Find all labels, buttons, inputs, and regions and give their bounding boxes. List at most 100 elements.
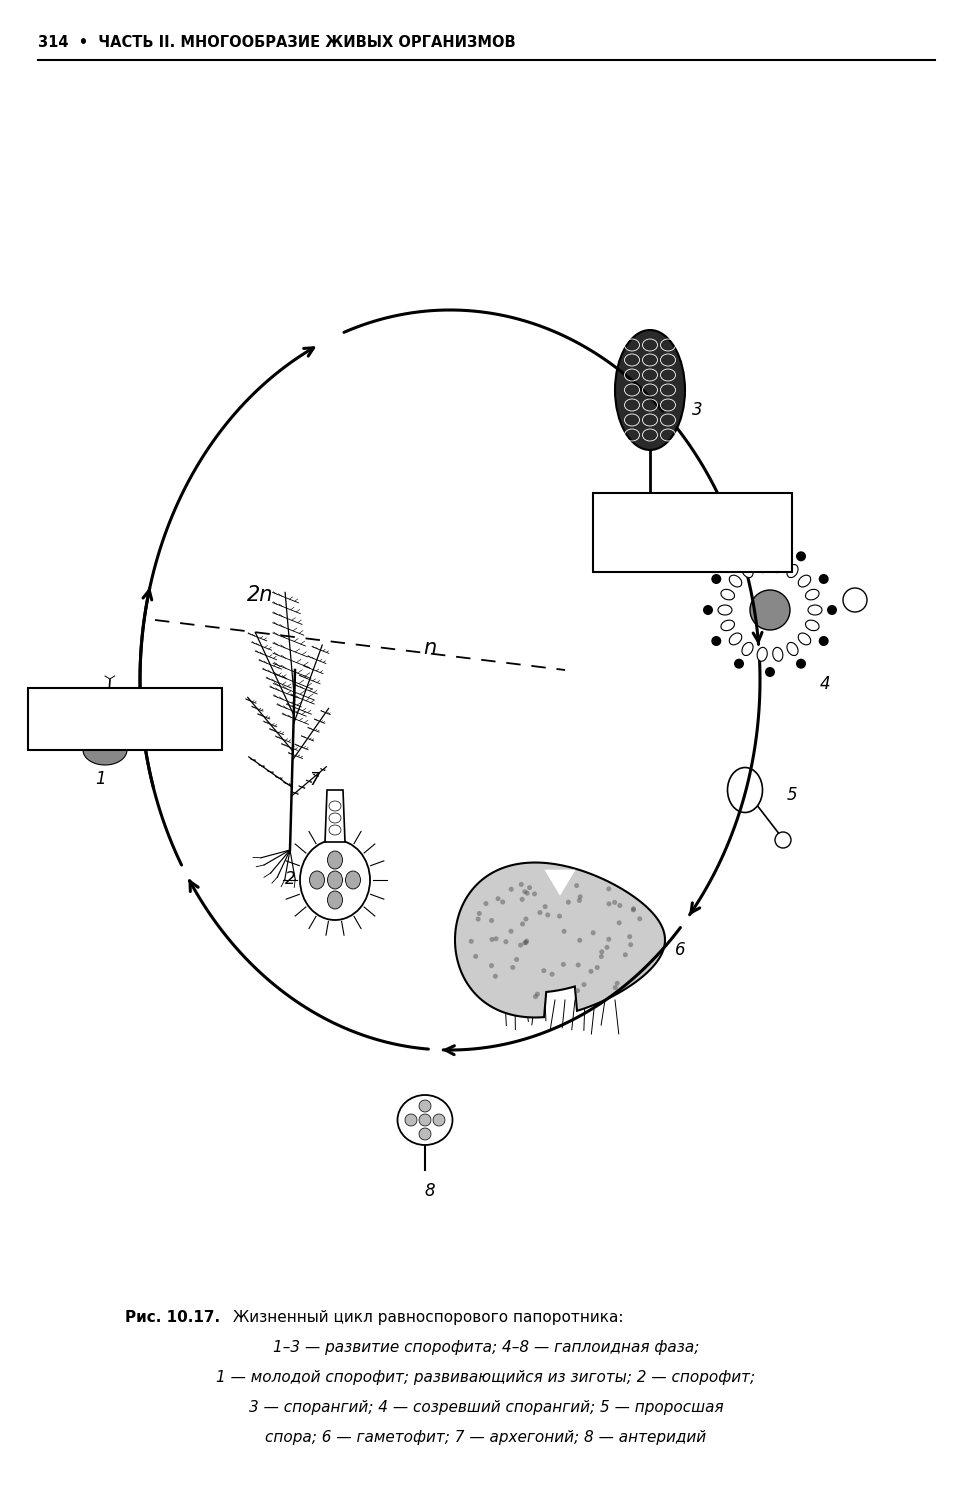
Circle shape — [495, 896, 500, 902]
Ellipse shape — [300, 840, 370, 920]
Ellipse shape — [721, 590, 735, 600]
Circle shape — [566, 900, 571, 904]
Circle shape — [599, 950, 604, 954]
Text: 8: 8 — [424, 1182, 435, 1200]
Circle shape — [510, 964, 516, 970]
Circle shape — [489, 918, 494, 922]
Text: 3 — спорангий; 4 — созревший спорангий; 5 — проросшая: 3 — спорангий; 4 — созревший спорангий; … — [249, 1400, 723, 1414]
Circle shape — [629, 942, 633, 946]
Ellipse shape — [329, 801, 341, 812]
Ellipse shape — [419, 1100, 431, 1112]
Text: 3: 3 — [692, 400, 703, 418]
Circle shape — [628, 934, 632, 939]
Circle shape — [765, 668, 775, 676]
Circle shape — [493, 936, 498, 940]
Circle shape — [582, 982, 587, 987]
Ellipse shape — [742, 564, 753, 578]
Ellipse shape — [773, 648, 783, 662]
Text: Жизненный цикл равноспорового папоротника:: Жизненный цикл равноспорового папоротник… — [228, 1310, 624, 1324]
Circle shape — [543, 904, 548, 909]
Circle shape — [537, 910, 543, 915]
Text: Редукционное
деление: Редукционное деление — [636, 514, 747, 549]
Circle shape — [637, 916, 642, 921]
Ellipse shape — [808, 604, 822, 615]
Ellipse shape — [806, 620, 819, 630]
Circle shape — [591, 930, 595, 936]
Circle shape — [523, 940, 527, 945]
Circle shape — [518, 942, 523, 948]
Polygon shape — [325, 790, 345, 842]
Circle shape — [775, 833, 791, 848]
Polygon shape — [545, 870, 575, 895]
Circle shape — [514, 957, 519, 962]
Ellipse shape — [419, 1128, 431, 1140]
Circle shape — [533, 994, 538, 999]
Circle shape — [575, 988, 580, 993]
Circle shape — [493, 974, 498, 980]
Circle shape — [545, 912, 551, 918]
Ellipse shape — [798, 633, 811, 645]
Text: Оплодотворение: Оплодотворение — [59, 712, 191, 728]
Circle shape — [532, 891, 537, 897]
Circle shape — [606, 886, 611, 891]
Circle shape — [523, 940, 528, 945]
Circle shape — [604, 945, 609, 950]
Circle shape — [560, 962, 566, 968]
Circle shape — [523, 916, 528, 921]
Circle shape — [527, 885, 532, 890]
Ellipse shape — [345, 871, 361, 889]
Ellipse shape — [328, 891, 342, 909]
Text: 6: 6 — [675, 940, 686, 958]
Polygon shape — [455, 862, 665, 1017]
Ellipse shape — [398, 1095, 452, 1144]
Circle shape — [473, 954, 478, 958]
Ellipse shape — [329, 813, 341, 824]
Ellipse shape — [787, 564, 798, 578]
Circle shape — [476, 916, 481, 921]
Ellipse shape — [730, 633, 741, 645]
Circle shape — [577, 938, 582, 944]
Ellipse shape — [721, 620, 735, 630]
Text: 2n: 2n — [247, 585, 273, 604]
Ellipse shape — [405, 1114, 417, 1126]
Circle shape — [796, 658, 806, 669]
FancyBboxPatch shape — [593, 494, 792, 572]
Circle shape — [750, 590, 790, 630]
Circle shape — [520, 897, 524, 902]
Ellipse shape — [757, 648, 768, 662]
Circle shape — [524, 939, 529, 944]
Ellipse shape — [728, 768, 763, 813]
Circle shape — [574, 884, 579, 888]
Circle shape — [765, 543, 775, 554]
Text: Рис. 10.17.: Рис. 10.17. — [125, 1310, 220, 1324]
Ellipse shape — [433, 1114, 445, 1126]
Circle shape — [818, 574, 829, 584]
Circle shape — [509, 928, 514, 934]
Circle shape — [561, 928, 566, 934]
Ellipse shape — [328, 871, 342, 889]
Text: 1: 1 — [94, 770, 105, 788]
Circle shape — [469, 939, 474, 944]
Ellipse shape — [757, 558, 768, 573]
Circle shape — [521, 921, 525, 927]
Circle shape — [541, 968, 547, 974]
Circle shape — [589, 969, 594, 974]
Circle shape — [550, 972, 555, 976]
Ellipse shape — [773, 558, 783, 573]
Text: 7: 7 — [309, 771, 320, 789]
Circle shape — [615, 981, 620, 986]
Text: 1–3 — развитие спорофита; 4–8 — гаплоидная фаза;: 1–3 — развитие спорофита; 4–8 — гаплоидн… — [272, 1340, 700, 1354]
Circle shape — [484, 902, 488, 906]
Text: 4: 4 — [819, 675, 830, 693]
Circle shape — [623, 952, 628, 957]
Circle shape — [606, 902, 611, 906]
Circle shape — [612, 900, 617, 904]
Circle shape — [711, 574, 721, 584]
Text: 314  •  ЧАСТЬ II. МНОГООБРАЗИЕ ЖИВЫХ ОРГАНИЗМОВ: 314 • ЧАСТЬ II. МНОГООБРАЗИЕ ЖИВЫХ ОРГАН… — [38, 34, 516, 50]
Circle shape — [617, 921, 622, 926]
Polygon shape — [83, 735, 127, 765]
Circle shape — [576, 963, 581, 968]
FancyBboxPatch shape — [28, 688, 222, 750]
Ellipse shape — [730, 574, 741, 586]
Ellipse shape — [328, 850, 342, 868]
